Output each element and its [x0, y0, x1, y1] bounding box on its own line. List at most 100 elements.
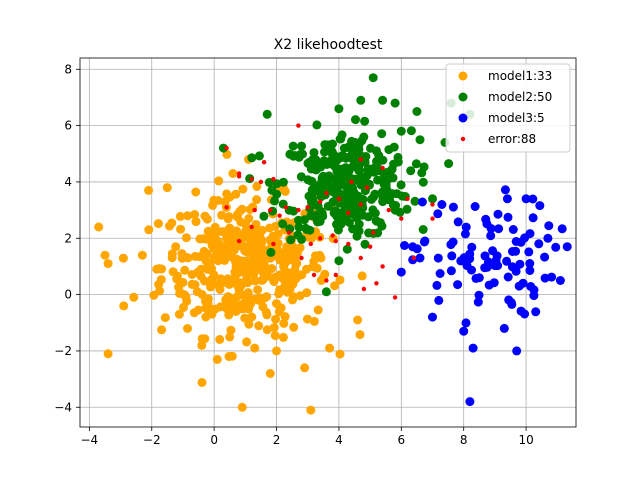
data-point	[252, 182, 262, 191]
data-point	[410, 196, 420, 206]
data-point	[334, 256, 344, 266]
data-point	[417, 197, 427, 207]
data-point	[162, 183, 172, 193]
data-point	[314, 215, 324, 225]
data-point	[351, 115, 360, 125]
data-point	[400, 241, 409, 250]
error-point	[358, 202, 363, 207]
data-point	[322, 145, 332, 155]
error-point	[399, 216, 404, 221]
data-point	[388, 189, 398, 199]
data-point	[360, 177, 370, 187]
data-point	[215, 335, 225, 344]
data-point	[521, 194, 531, 204]
data-point	[94, 222, 104, 232]
data-point	[557, 224, 567, 234]
data-point	[354, 162, 364, 172]
data-point	[278, 219, 288, 229]
data-point	[129, 292, 139, 302]
data-point	[433, 209, 443, 219]
error-point	[296, 207, 301, 213]
data-point	[196, 264, 206, 274]
data-point	[525, 266, 535, 275]
data-point	[271, 314, 281, 324]
error-point	[430, 216, 435, 221]
data-point	[309, 316, 319, 326]
error-point	[386, 207, 391, 213]
data-point	[242, 337, 252, 347]
data-point	[201, 296, 210, 306]
data-point	[468, 343, 478, 353]
data-point	[524, 247, 534, 257]
data-point	[508, 225, 518, 234]
data-point	[286, 235, 296, 245]
error-point	[236, 174, 242, 179]
data-point	[370, 208, 380, 218]
data-point	[390, 98, 400, 108]
data-point	[250, 343, 260, 353]
error-point	[367, 244, 373, 249]
data-point	[222, 234, 232, 243]
data-point	[222, 300, 232, 310]
data-point	[337, 130, 347, 140]
data-point	[288, 255, 298, 265]
data-point	[453, 217, 463, 227]
data-point	[366, 143, 375, 153]
error-point	[224, 205, 229, 210]
data-point	[434, 295, 444, 305]
data-point	[333, 187, 343, 197]
data-point	[200, 334, 210, 344]
data-point	[224, 352, 234, 361]
data-point	[355, 330, 365, 340]
data-point	[200, 211, 210, 221]
data-point	[300, 215, 309, 225]
error-point	[261, 160, 267, 165]
data-point	[408, 242, 418, 252]
data-point	[228, 169, 238, 178]
data-point	[247, 153, 257, 163]
data-point	[266, 247, 276, 257]
data-point	[411, 159, 421, 169]
data-point	[278, 273, 288, 283]
data-point	[307, 233, 316, 243]
error-point	[374, 281, 379, 286]
data-point	[352, 231, 362, 241]
data-point	[300, 363, 310, 373]
points-layer	[94, 73, 572, 415]
data-point	[396, 267, 406, 277]
legend-label: model1:33	[488, 69, 552, 83]
data-point	[191, 187, 201, 197]
data-point	[480, 263, 490, 273]
data-point	[208, 200, 218, 210]
data-point	[152, 264, 162, 274]
data-point	[378, 95, 388, 105]
data-point	[244, 319, 254, 329]
data-point	[252, 195, 262, 205]
data-point	[167, 249, 177, 259]
data-point	[226, 325, 236, 335]
data-point	[324, 171, 334, 181]
legend-marker	[458, 71, 468, 81]
error-point	[358, 255, 363, 261]
error-point	[296, 123, 301, 128]
data-point	[220, 255, 230, 265]
data-point	[245, 235, 255, 245]
data-point	[562, 242, 572, 252]
series-error	[224, 123, 435, 300]
data-point	[175, 211, 185, 221]
data-point	[462, 261, 472, 271]
data-point	[402, 204, 412, 214]
error-point	[318, 199, 323, 204]
data-point	[319, 182, 329, 192]
data-point	[118, 253, 128, 263]
data-point	[222, 189, 232, 199]
data-point	[486, 231, 496, 241]
data-point	[238, 184, 248, 194]
data-point	[531, 307, 541, 317]
data-point	[200, 276, 209, 286]
data-point	[297, 270, 307, 280]
data-point	[453, 280, 463, 290]
data-point	[100, 250, 110, 260]
data-point	[237, 300, 247, 309]
data-point	[160, 313, 170, 323]
